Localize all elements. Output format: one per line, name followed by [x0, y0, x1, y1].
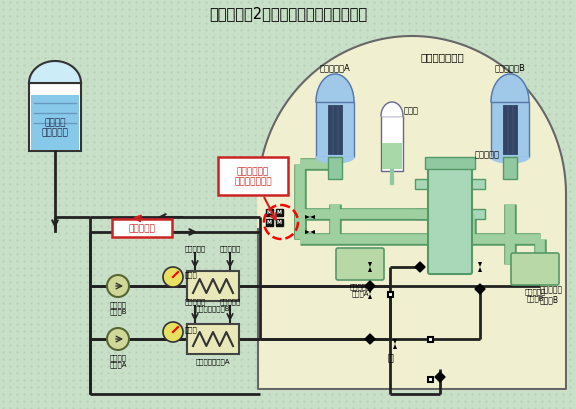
Polygon shape: [305, 230, 310, 234]
Circle shape: [107, 275, 129, 297]
Text: 甲: 甲: [387, 351, 393, 361]
Bar: [266, 209, 272, 216]
Bar: [503, 157, 517, 180]
Text: 補機冷却水: 補機冷却水: [219, 245, 241, 252]
Text: 余熱除去
ポンプB: 余熱除去 ポンプB: [109, 300, 127, 315]
Polygon shape: [258, 229, 566, 389]
Polygon shape: [310, 216, 315, 220]
Bar: [112, 220, 172, 237]
Bar: [415, 180, 430, 189]
Bar: [415, 209, 430, 220]
Polygon shape: [305, 216, 310, 220]
FancyBboxPatch shape: [491, 103, 529, 157]
Polygon shape: [478, 267, 482, 272]
Circle shape: [107, 328, 129, 350]
Polygon shape: [368, 294, 372, 299]
FancyBboxPatch shape: [336, 248, 384, 280]
Text: 補機冷却水: 補機冷却水: [184, 298, 206, 304]
Bar: [388, 292, 392, 297]
Text: M: M: [267, 220, 271, 225]
Polygon shape: [435, 372, 445, 382]
Text: 圧力計: 圧力計: [185, 271, 198, 278]
Polygon shape: [316, 157, 354, 164]
Bar: [328, 157, 342, 180]
Polygon shape: [430, 270, 470, 272]
Text: 伊方発電所2号機　余熱除去系統概略図: 伊方発電所2号機 余熱除去系統概略図: [209, 7, 367, 21]
Polygon shape: [258, 37, 566, 229]
Text: 余熱除去冷却器A: 余熱除去冷却器A: [196, 357, 230, 364]
Text: M: M: [276, 210, 282, 215]
Bar: [470, 180, 485, 189]
Polygon shape: [491, 157, 529, 164]
Text: 蒸気発生器A: 蒸気発生器A: [320, 63, 350, 72]
Polygon shape: [478, 262, 482, 267]
Polygon shape: [258, 229, 566, 389]
Bar: [427, 377, 433, 382]
Polygon shape: [365, 334, 375, 344]
Text: 燃料取替
用水タンク: 燃料取替 用水タンク: [41, 118, 69, 137]
Text: 蒸気発生器B: 蒸気発生器B: [495, 63, 525, 72]
Polygon shape: [365, 281, 375, 291]
Circle shape: [163, 267, 183, 287]
Text: １次冷却材
ポンプB: １次冷却材 ポンプB: [540, 284, 563, 303]
Polygon shape: [368, 267, 372, 272]
Text: 加圧器: 加圧器: [404, 106, 419, 115]
Polygon shape: [29, 62, 81, 84]
Polygon shape: [368, 289, 372, 294]
Text: M: M: [267, 210, 271, 215]
FancyBboxPatch shape: [428, 168, 472, 274]
Polygon shape: [491, 75, 529, 103]
Bar: [427, 337, 433, 342]
Bar: [218, 157, 288, 196]
Text: 圧力の上昇: 圧力の上昇: [128, 224, 156, 233]
Polygon shape: [393, 344, 397, 349]
FancyBboxPatch shape: [511, 254, 559, 285]
Text: 余熱除去
ポンプA: 余熱除去 ポンプA: [109, 353, 127, 367]
Text: １次冷却材
ポンプA: １次冷却材 ポンプA: [350, 282, 370, 297]
Bar: [187, 271, 239, 301]
Text: 圧力計: 圧力計: [185, 326, 198, 333]
Text: 原子炉容器: 原子炉容器: [475, 150, 500, 159]
Polygon shape: [415, 262, 425, 272]
Bar: [275, 209, 282, 216]
Polygon shape: [475, 284, 485, 294]
Text: 余熱除去冷却器B: 余熱除去冷却器B: [196, 304, 230, 311]
FancyBboxPatch shape: [316, 103, 354, 157]
Bar: [31, 96, 79, 151]
Circle shape: [163, 322, 183, 342]
Bar: [266, 219, 272, 226]
Polygon shape: [310, 230, 315, 234]
Text: 補機冷却水: 補機冷却水: [219, 298, 241, 304]
Bar: [187, 324, 239, 354]
Bar: [29, 84, 81, 152]
Bar: [381, 117, 403, 172]
Text: 補機冷却水: 補機冷却水: [184, 245, 206, 252]
Bar: [425, 157, 475, 170]
Bar: [275, 219, 282, 226]
Polygon shape: [381, 103, 403, 117]
Bar: [382, 144, 402, 170]
Polygon shape: [393, 339, 397, 344]
Text: M: M: [276, 220, 282, 225]
Text: １次冷却材
ポンプB: １次冷却材 ポンプB: [524, 287, 545, 301]
Polygon shape: [368, 262, 372, 267]
Polygon shape: [316, 75, 354, 103]
Text: 原子炉格納容器: 原子炉格納容器: [420, 52, 464, 62]
Bar: [470, 209, 485, 220]
Text: 閉止状態が不
完全であった弁: 閉止状態が不 完全であった弁: [234, 167, 272, 186]
